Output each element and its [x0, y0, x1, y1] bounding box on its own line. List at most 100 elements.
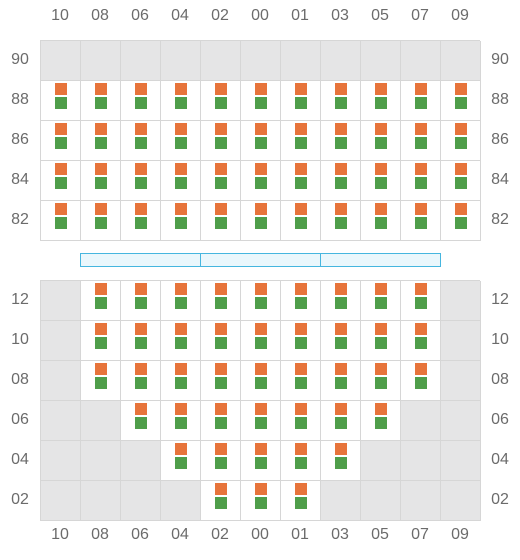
seat-88-01[interactable]: [281, 81, 321, 121]
seat-84-10[interactable]: [41, 161, 81, 201]
seat-06-03[interactable]: [321, 401, 361, 441]
seat-82-01[interactable]: [281, 201, 321, 241]
seat-top-indicator: [55, 123, 67, 135]
seat-88-02[interactable]: [201, 81, 241, 121]
seat-04-04[interactable]: [161, 441, 201, 481]
seat-82-02[interactable]: [201, 201, 241, 241]
seat-top-indicator: [375, 323, 387, 335]
seat-84-00[interactable]: [241, 161, 281, 201]
seat-10-03[interactable]: [321, 321, 361, 361]
seat-06-05[interactable]: [361, 401, 401, 441]
seat-08-03[interactable]: [321, 361, 361, 401]
row-label-left: 82: [11, 211, 29, 228]
seat-08-07[interactable]: [401, 361, 441, 401]
seat-08-02[interactable]: [201, 361, 241, 401]
seat-10-05[interactable]: [361, 321, 401, 361]
seat-84-07[interactable]: [401, 161, 441, 201]
seat-84-08[interactable]: [81, 161, 121, 201]
seat-86-02[interactable]: [201, 121, 241, 161]
column-label-bottom: 02: [211, 526, 229, 543]
seat-88-07[interactable]: [401, 81, 441, 121]
seat-06-02[interactable]: [201, 401, 241, 441]
seat-82-06[interactable]: [121, 201, 161, 241]
seat-bottom-indicator: [375, 217, 387, 229]
seat-82-10[interactable]: [41, 201, 81, 241]
seat-02-01[interactable]: [281, 481, 321, 521]
seat-12-07[interactable]: [401, 281, 441, 321]
seat-08-01[interactable]: [281, 361, 321, 401]
aisle-divider: [80, 253, 441, 267]
seat-06-06[interactable]: [121, 401, 161, 441]
seat-86-09[interactable]: [441, 121, 481, 161]
seat-10-01[interactable]: [281, 321, 321, 361]
seat-02-02[interactable]: [201, 481, 241, 521]
seat-84-06[interactable]: [121, 161, 161, 201]
seat-12-04[interactable]: [161, 281, 201, 321]
seat-06-04[interactable]: [161, 401, 201, 441]
seat-12-05[interactable]: [361, 281, 401, 321]
seat-10-00[interactable]: [241, 321, 281, 361]
seat-82-05[interactable]: [361, 201, 401, 241]
blocked-cell: [361, 441, 401, 481]
seat-86-00[interactable]: [241, 121, 281, 161]
seat-84-04[interactable]: [161, 161, 201, 201]
seat-12-00[interactable]: [241, 281, 281, 321]
seat-88-06[interactable]: [121, 81, 161, 121]
seat-10-04[interactable]: [161, 321, 201, 361]
seat-top-indicator: [335, 83, 347, 95]
seat-82-08[interactable]: [81, 201, 121, 241]
seat-04-00[interactable]: [241, 441, 281, 481]
seat-88-10[interactable]: [41, 81, 81, 121]
seat-82-07[interactable]: [401, 201, 441, 241]
seat-82-03[interactable]: [321, 201, 361, 241]
column-label-top: 08: [91, 7, 109, 24]
seat-86-05[interactable]: [361, 121, 401, 161]
seat-12-03[interactable]: [321, 281, 361, 321]
row-label-right: 86: [491, 131, 509, 148]
seat-88-03[interactable]: [321, 81, 361, 121]
seat-08-04[interactable]: [161, 361, 201, 401]
seat-10-08[interactable]: [81, 321, 121, 361]
seat-84-05[interactable]: [361, 161, 401, 201]
seat-86-10[interactable]: [41, 121, 81, 161]
seat-84-03[interactable]: [321, 161, 361, 201]
seat-10-06[interactable]: [121, 321, 161, 361]
seat-86-07[interactable]: [401, 121, 441, 161]
seat-06-01[interactable]: [281, 401, 321, 441]
seat-12-06[interactable]: [121, 281, 161, 321]
seat-88-00[interactable]: [241, 81, 281, 121]
seat-82-09[interactable]: [441, 201, 481, 241]
row-label-right: 10: [491, 331, 509, 348]
seat-88-04[interactable]: [161, 81, 201, 121]
seat-86-06[interactable]: [121, 121, 161, 161]
seat-12-02[interactable]: [201, 281, 241, 321]
seat-06-00[interactable]: [241, 401, 281, 441]
seat-08-06[interactable]: [121, 361, 161, 401]
seat-84-02[interactable]: [201, 161, 241, 201]
seat-88-08[interactable]: [81, 81, 121, 121]
seat-88-09[interactable]: [441, 81, 481, 121]
seat-10-07[interactable]: [401, 321, 441, 361]
row-label-right: 12: [491, 291, 509, 308]
seat-86-08[interactable]: [81, 121, 121, 161]
seat-86-04[interactable]: [161, 121, 201, 161]
seat-08-00[interactable]: [241, 361, 281, 401]
seat-12-01[interactable]: [281, 281, 321, 321]
seat-top-indicator: [55, 163, 67, 175]
seat-04-02[interactable]: [201, 441, 241, 481]
seat-04-03[interactable]: [321, 441, 361, 481]
seat-88-05[interactable]: [361, 81, 401, 121]
seat-02-00[interactable]: [241, 481, 281, 521]
seat-84-09[interactable]: [441, 161, 481, 201]
seat-08-08[interactable]: [81, 361, 121, 401]
seat-12-08[interactable]: [81, 281, 121, 321]
seat-04-01[interactable]: [281, 441, 321, 481]
seat-82-04[interactable]: [161, 201, 201, 241]
seat-10-02[interactable]: [201, 321, 241, 361]
seat-08-05[interactable]: [361, 361, 401, 401]
seat-82-00[interactable]: [241, 201, 281, 241]
seat-top-indicator: [95, 323, 107, 335]
seat-86-03[interactable]: [321, 121, 361, 161]
seat-84-01[interactable]: [281, 161, 321, 201]
seat-86-01[interactable]: [281, 121, 321, 161]
